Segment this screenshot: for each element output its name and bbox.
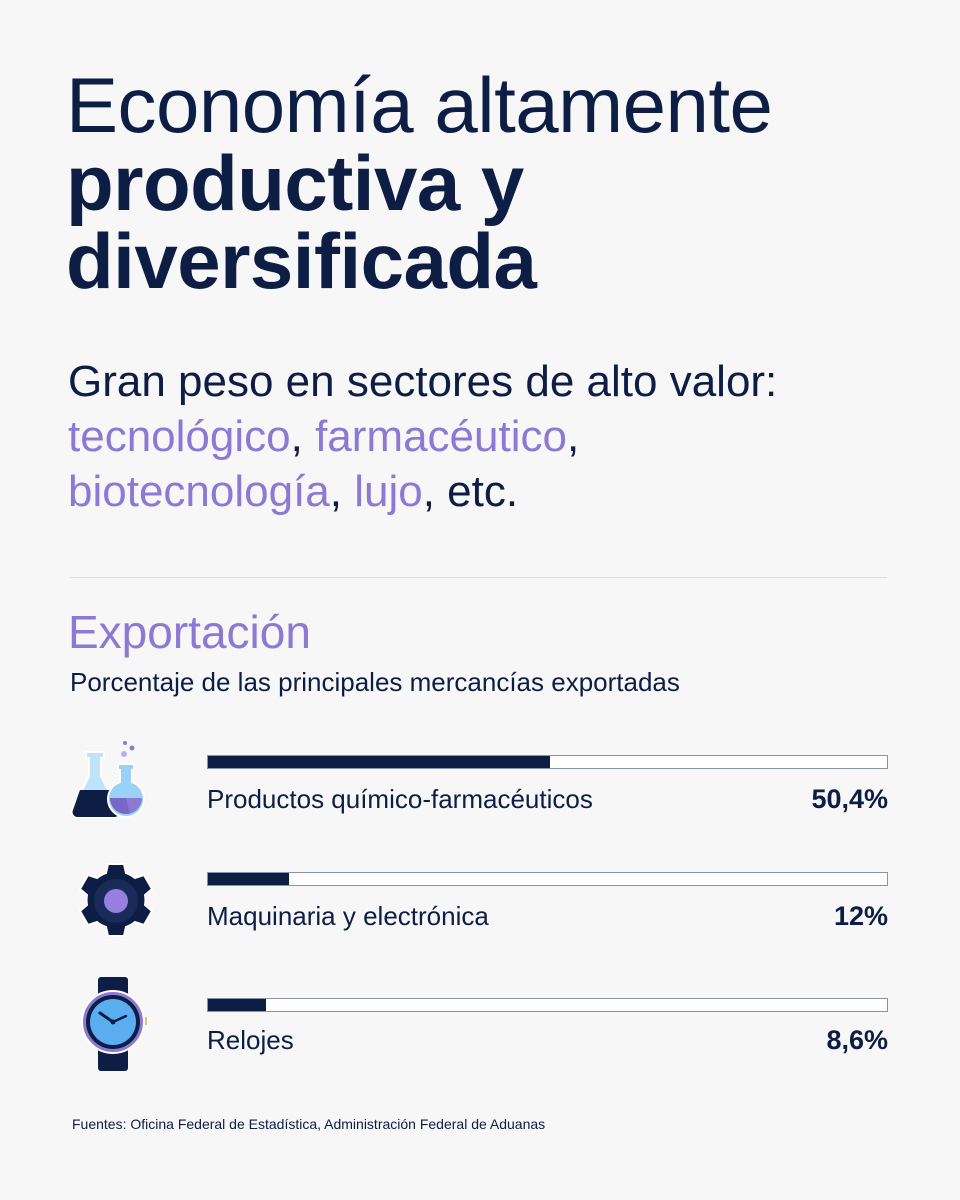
title-line-1: Economía altamente [66,61,773,149]
bar-value: 8,6% [826,1025,888,1055]
wristwatch-icon [81,977,147,1071]
intro-lead: Gran peso en sectores de alto valor: [68,357,778,406]
bar-fill [208,756,551,768]
sector-luxury: lujo [354,467,423,516]
bar-label: Relojes [207,1025,294,1055]
lab-flasks-icon [70,741,145,818]
bar-fill [208,999,267,1011]
intro-text: Gran peso en sectores de alto valor: tec… [68,354,908,519]
chart-row: Maquinaria y electrónica 12% [0,857,960,967]
gear-icon [78,863,154,937]
page-title: Economía altamente productiva y diversif… [66,61,773,305]
title-line-3: diversificada [66,217,537,305]
bar-track [207,998,888,1012]
chart-row: Productos químico-farmacéuticos 50,4% [0,740,960,850]
intro-separator: , [329,467,355,516]
intro-separator: , [566,412,580,461]
sector-technology: tecnológico [68,412,291,461]
sector-biotech: biotecnología [68,467,330,516]
intro-separator: , [290,412,316,461]
bar-track [207,872,888,886]
title-line-2: productiva y [66,139,524,227]
section-description: Porcentaje de las principales mercancías… [70,667,680,697]
bar-value: 50,4% [811,784,888,814]
bar-fill [208,873,290,885]
bar-value: 12% [833,901,888,931]
bar-track [207,755,888,769]
chart-row: Relojes 8,6% [0,977,960,1093]
bar-label: Maquinaria y electrónica [207,901,489,931]
intro-tail: , etc. [422,467,519,516]
sector-pharma: farmacéutico [315,412,567,461]
bar-label: Productos químico-farmacéuticos [207,784,593,814]
sources-footnote: Fuentes: Oficina Federal de Estadística,… [72,1116,546,1132]
section-title: Exportación [68,606,311,658]
section-divider [70,577,887,578]
